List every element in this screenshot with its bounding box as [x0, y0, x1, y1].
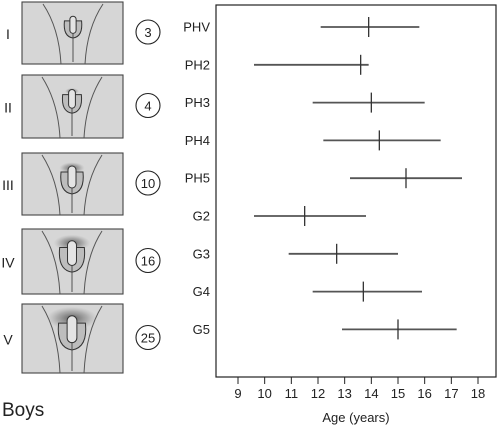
thigh-line-left — [41, 154, 61, 216]
stage-v-panel: V 25 — [3, 303, 161, 374]
stage-numeral: V — [3, 332, 13, 348]
stage-numeral: III — [2, 177, 14, 193]
x-tick-label: 15 — [391, 386, 405, 401]
x-axis-label: Age (years) — [322, 410, 389, 425]
x-tick-label: 9 — [234, 386, 241, 401]
thigh-line-right — [83, 305, 103, 374]
testicular-volume-value: 10 — [141, 176, 155, 191]
penis-outline — [67, 240, 77, 266]
interval-g2 — [254, 206, 366, 226]
testicular-volume-badge — [135, 170, 161, 196]
stage-iii-panel: III 10 — [2, 152, 161, 216]
interval-g5 — [342, 319, 457, 340]
x-tick-label: 11 — [285, 386, 299, 401]
stage-numeral: II — [4, 100, 12, 116]
interval-g3 — [288, 243, 398, 264]
stage-numeral: I — [6, 26, 10, 42]
plot-frame — [215, 4, 497, 378]
interval-ph2 — [254, 54, 369, 75]
row-label: PH4 — [185, 133, 210, 148]
x-tick-label: 10 — [257, 386, 271, 401]
x-tick-label: 16 — [417, 386, 431, 401]
interval-ph3 — [312, 92, 425, 113]
penis-outline — [66, 315, 78, 344]
thigh-line-right — [84, 3, 104, 65]
testicular-volume-badge — [135, 324, 161, 351]
thigh-line-left — [42, 3, 62, 65]
testicular-volume-value: 3 — [144, 25, 151, 40]
thigh-line-left — [41, 230, 61, 295]
testicular-volume-value: 4 — [144, 99, 151, 114]
penis-outline — [68, 89, 76, 109]
maturation-timing-chart: PHV PH2 PH3 PH4 PH5 G2 G3 G4 G5 9 10 11 12 13 14 15 16 1… — [183, 4, 497, 425]
x-tick-label: 12 — [311, 386, 325, 401]
thigh-line-right — [83, 76, 103, 139]
row-label: G4 — [193, 284, 210, 299]
testicular-volume-badge — [135, 247, 161, 274]
x-tick-label: 14 — [364, 386, 378, 401]
row-labels: PHV PH2 PH3 PH4 PH5 G2 G3 G4 G5 — [183, 20, 210, 337]
testicular-volume-badge — [135, 19, 161, 45]
row-label: PH3 — [185, 95, 210, 110]
x-axis: 9 10 11 12 13 14 15 16 17 18 — [234, 377, 485, 401]
row-label: PHV — [183, 20, 210, 35]
testicular-volume-badge — [135, 92, 161, 119]
stage-iv-panel: IV 16 — [1, 228, 161, 295]
row-label: G5 — [193, 322, 210, 337]
x-tick-label: 18 — [471, 386, 485, 401]
row-label: G2 — [193, 209, 210, 224]
interval-ph4 — [323, 130, 441, 151]
x-tick-label: 13 — [337, 386, 351, 401]
thigh-line-right — [83, 154, 103, 216]
interval-g4 — [312, 281, 422, 302]
thigh-line-left — [41, 305, 61, 374]
testicular-volume-value: 16 — [141, 254, 155, 269]
thigh-line-left — [41, 76, 61, 139]
stage-ii-panel: II 4 — [4, 74, 161, 139]
interval-series — [254, 17, 462, 340]
row-label: PH2 — [185, 57, 210, 72]
thigh-line-right — [83, 230, 103, 295]
interval-phv — [320, 17, 420, 37]
stage-numeral: IV — [1, 255, 15, 271]
penis-outline — [69, 15, 77, 34]
interval-ph5 — [350, 168, 462, 189]
penis-outline — [67, 165, 77, 189]
sex-label: Boys — [2, 400, 45, 421]
row-label: PH5 — [185, 171, 210, 186]
row-label: G3 — [193, 246, 210, 261]
testicular-volume-value: 25 — [141, 331, 155, 346]
x-tick-label: 17 — [444, 386, 458, 401]
